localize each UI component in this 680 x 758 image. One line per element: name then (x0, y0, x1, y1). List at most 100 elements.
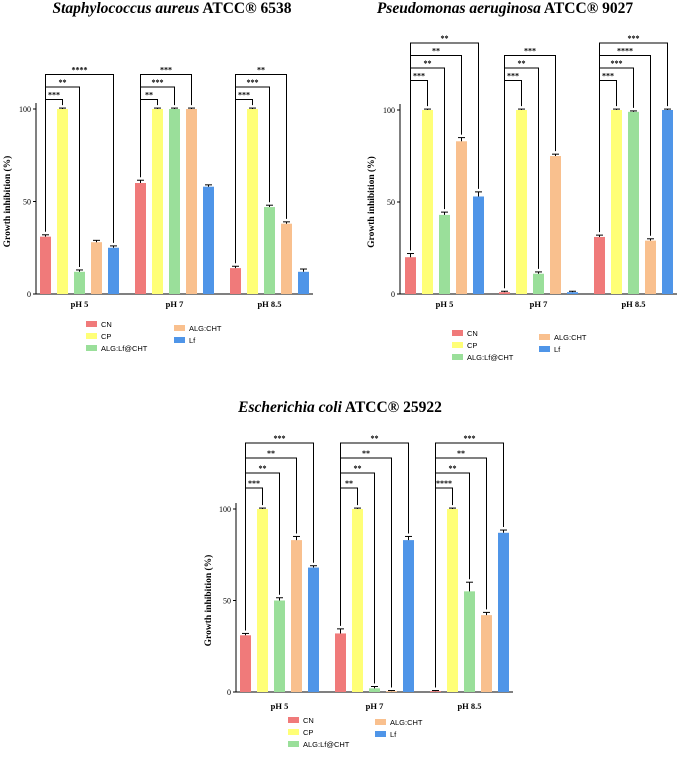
significance-bracket (410, 80, 428, 107)
bar-lf (473, 196, 484, 294)
bar-cp (247, 109, 258, 294)
bar-lf (308, 567, 319, 692)
legend-label: CN (303, 716, 314, 725)
significance-label: ** (518, 59, 526, 68)
significance-bracket (599, 55, 651, 236)
bar-alg-lf-cht (74, 271, 85, 294)
significance-label: ** (424, 59, 432, 68)
significance-label: ** (441, 34, 449, 43)
x-category-label: pH 8.5 (621, 299, 645, 309)
bar-alg-lf-cht (264, 207, 275, 294)
bar-alg-cht (186, 109, 197, 294)
bar-alg-cht (481, 615, 492, 692)
chart-title: Staphylococcus aureus ATCC® 6538 (52, 0, 291, 17)
significance-bracket (140, 99, 158, 106)
significance-bracket (45, 99, 63, 106)
significance-label: ** (449, 464, 457, 473)
x-category-label: pH 7 (366, 701, 384, 711)
legend-label: CN (101, 320, 112, 329)
significance-label: *** (248, 479, 260, 488)
significance-label: *** (464, 434, 476, 443)
bar-lf (498, 532, 509, 692)
x-category-label: pH 7 (530, 299, 548, 309)
bar-lf (108, 247, 119, 294)
x-category-label: pH 7 (166, 299, 184, 309)
significance-bracket (435, 487, 453, 506)
significance-label: ** (345, 479, 353, 488)
legend-swatch (452, 342, 463, 348)
significance-label: ** (354, 464, 362, 473)
significance-label: *** (602, 72, 614, 81)
bar-lf (662, 110, 673, 294)
x-category-label: pH 5 (71, 299, 89, 309)
y-tick-label: 50 (23, 198, 31, 207)
legend-swatch (86, 333, 97, 339)
bar-cn (240, 635, 251, 692)
significance-label: ** (267, 449, 275, 458)
y-tick-label: 50 (223, 597, 231, 606)
y-axis-label: Growth inhibition (%) (366, 156, 377, 248)
significance-label: **** (436, 479, 452, 488)
x-category-label: pH 5 (436, 299, 454, 309)
legend-label: ALG:Lf@CHT (303, 740, 350, 749)
significance-label: ** (257, 66, 265, 75)
bar-cp (447, 509, 458, 692)
bar-alg-lf-cht (169, 109, 180, 294)
y-tick-label: 0 (27, 290, 31, 299)
significance-label: **** (72, 66, 88, 75)
significance-label: *** (160, 66, 172, 75)
bar-cn (405, 257, 416, 294)
x-category-label: pH 5 (271, 701, 289, 711)
chart-title-strain: ATCC® 9027 (541, 0, 633, 17)
significance-bracket (340, 457, 392, 688)
bar-cn (40, 236, 51, 294)
legend-swatch (86, 321, 97, 327)
legend-label: ALG:Lf@CHT (101, 344, 148, 353)
chart-title-species: Pseudomonas aeruginosa (377, 0, 541, 17)
legend-swatch (174, 337, 185, 343)
significance-bracket (504, 55, 556, 152)
chart-title-strain: ATCC® 6538 (199, 0, 291, 17)
chart-pseudomonas-aeruginosa: Pseudomonas aeruginosa ATCC® 9027 0 50 100 G… (366, 0, 677, 362)
legend-swatch (375, 719, 386, 725)
significance-label: ** (457, 449, 465, 458)
legend-label: ALG:CHT (189, 324, 222, 333)
significance-bracket (410, 55, 462, 135)
chart-title-species: Escherichia coli (237, 399, 342, 416)
bar-alg-lf-cht (464, 591, 475, 692)
y-tick-label: 0 (391, 290, 395, 299)
legend-label: Lf (390, 730, 397, 739)
chart-title: Escherichia coli ATCC® 25922 (237, 399, 442, 416)
legend-swatch (174, 325, 185, 331)
legend-label: Lf (189, 336, 196, 345)
significance-label: *** (507, 72, 519, 81)
legend-swatch (452, 330, 463, 336)
bar-alg-lf-cht (369, 688, 380, 692)
bar-cp (516, 110, 527, 294)
significance-bracket (504, 80, 522, 107)
chart-staphylococcus-aureus: Staphylococcus aureus ATCC® 6538 0 50 100 Gr… (2, 0, 313, 353)
significance-label: ** (145, 91, 153, 100)
y-tick-label: 100 (19, 105, 31, 114)
bar-alg-cht (645, 240, 656, 294)
significance-bracket (245, 487, 263, 506)
significance-label: *** (238, 91, 250, 100)
bar-alg-lf-cht (274, 600, 285, 692)
significance-label: *** (152, 78, 164, 87)
legend-swatch (288, 729, 299, 735)
significance-label: ** (59, 78, 67, 87)
chart-escherichia-coli: Escherichia coli ATCC® 25922 0 50 100 Growth… (203, 399, 513, 749)
legend-label: CP (303, 728, 313, 737)
significance-label: *** (247, 78, 259, 87)
chart-title-species: Staphylococcus aureus (52, 0, 199, 17)
bar-cp (352, 509, 363, 692)
bar-alg-lf-cht (533, 273, 544, 294)
y-axis-label: Growth inhibition (%) (203, 555, 214, 647)
bar-cp (57, 109, 68, 294)
legend-swatch (288, 741, 299, 747)
legend-label: ALG:CHT (390, 718, 423, 727)
significance-bracket (235, 99, 253, 106)
bar-cn (335, 633, 346, 692)
bar-alg-cht (550, 156, 561, 294)
